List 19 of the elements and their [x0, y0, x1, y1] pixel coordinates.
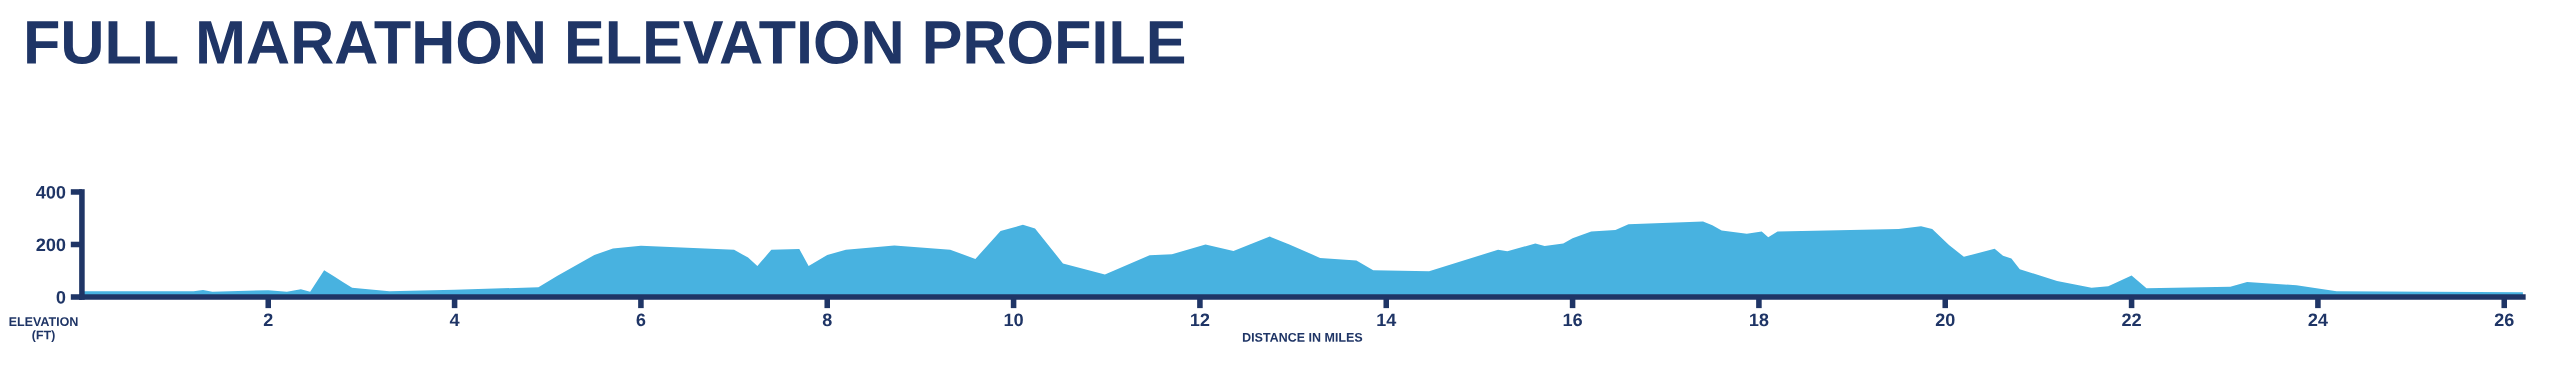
- chart-title: FULL MARATHON ELEVATION PROFILE: [27, 20, 1185, 64]
- x-tick-label: 20: [1935, 313, 1955, 327]
- x-tick-label: 14: [1377, 313, 1397, 327]
- y-axis-title: ELEVATION (FT): [9, 317, 78, 342]
- x-tick-label: 6: [636, 313, 646, 327]
- x-axis-title: DISTANCE IN MILES: [1242, 332, 1363, 342]
- x-tick-label: 18: [1750, 313, 1769, 327]
- x-tick-label: 8: [822, 313, 832, 327]
- y-tick-label: 400: [36, 185, 66, 199]
- x-tick-label: 22: [2122, 313, 2141, 327]
- y-tick-label: 200: [36, 238, 66, 252]
- x-tick-label: 12: [1191, 313, 1210, 327]
- x-tick-label: 26: [2494, 313, 2514, 327]
- y-tick-label: 0: [56, 290, 66, 304]
- x-tick-label: 4: [449, 313, 460, 327]
- x-tick-label: 2: [263, 313, 273, 327]
- x-tick-label: 10: [1004, 313, 1023, 327]
- x-tick-label: 16: [1563, 313, 1582, 327]
- x-tick-label: 24: [2308, 313, 2328, 327]
